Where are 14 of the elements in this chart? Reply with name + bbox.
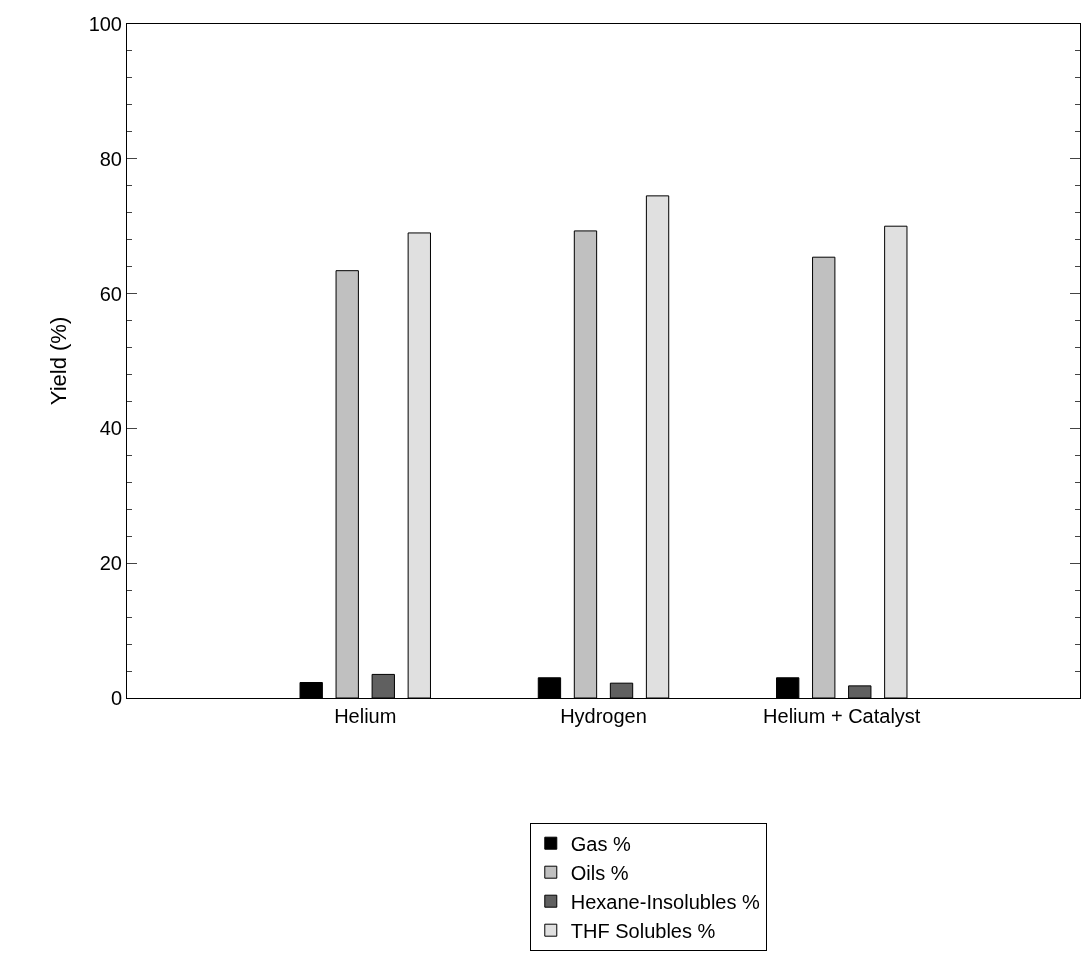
legend-label: Hexane-Insolubles % xyxy=(570,890,760,913)
legend-label: Gas % xyxy=(570,832,632,855)
x-tick-label: Helium + Catalyst xyxy=(763,705,921,727)
y-tick-label: 20 xyxy=(99,552,122,575)
x-tick-label: Hydrogen xyxy=(560,705,647,727)
x-tick-label: Helium xyxy=(334,705,397,727)
y-tick-label: 60 xyxy=(99,282,122,305)
y-axis-title: Yield (%) xyxy=(46,316,72,406)
y-tick-label: 100 xyxy=(88,13,122,35)
y-tick-label: 0 xyxy=(110,687,122,709)
legend-label: THF Solubles % xyxy=(570,919,716,942)
y-tick-label: 40 xyxy=(99,417,122,440)
legend-label: Oils % xyxy=(570,861,629,884)
y-tick-label: 80 xyxy=(99,147,122,170)
